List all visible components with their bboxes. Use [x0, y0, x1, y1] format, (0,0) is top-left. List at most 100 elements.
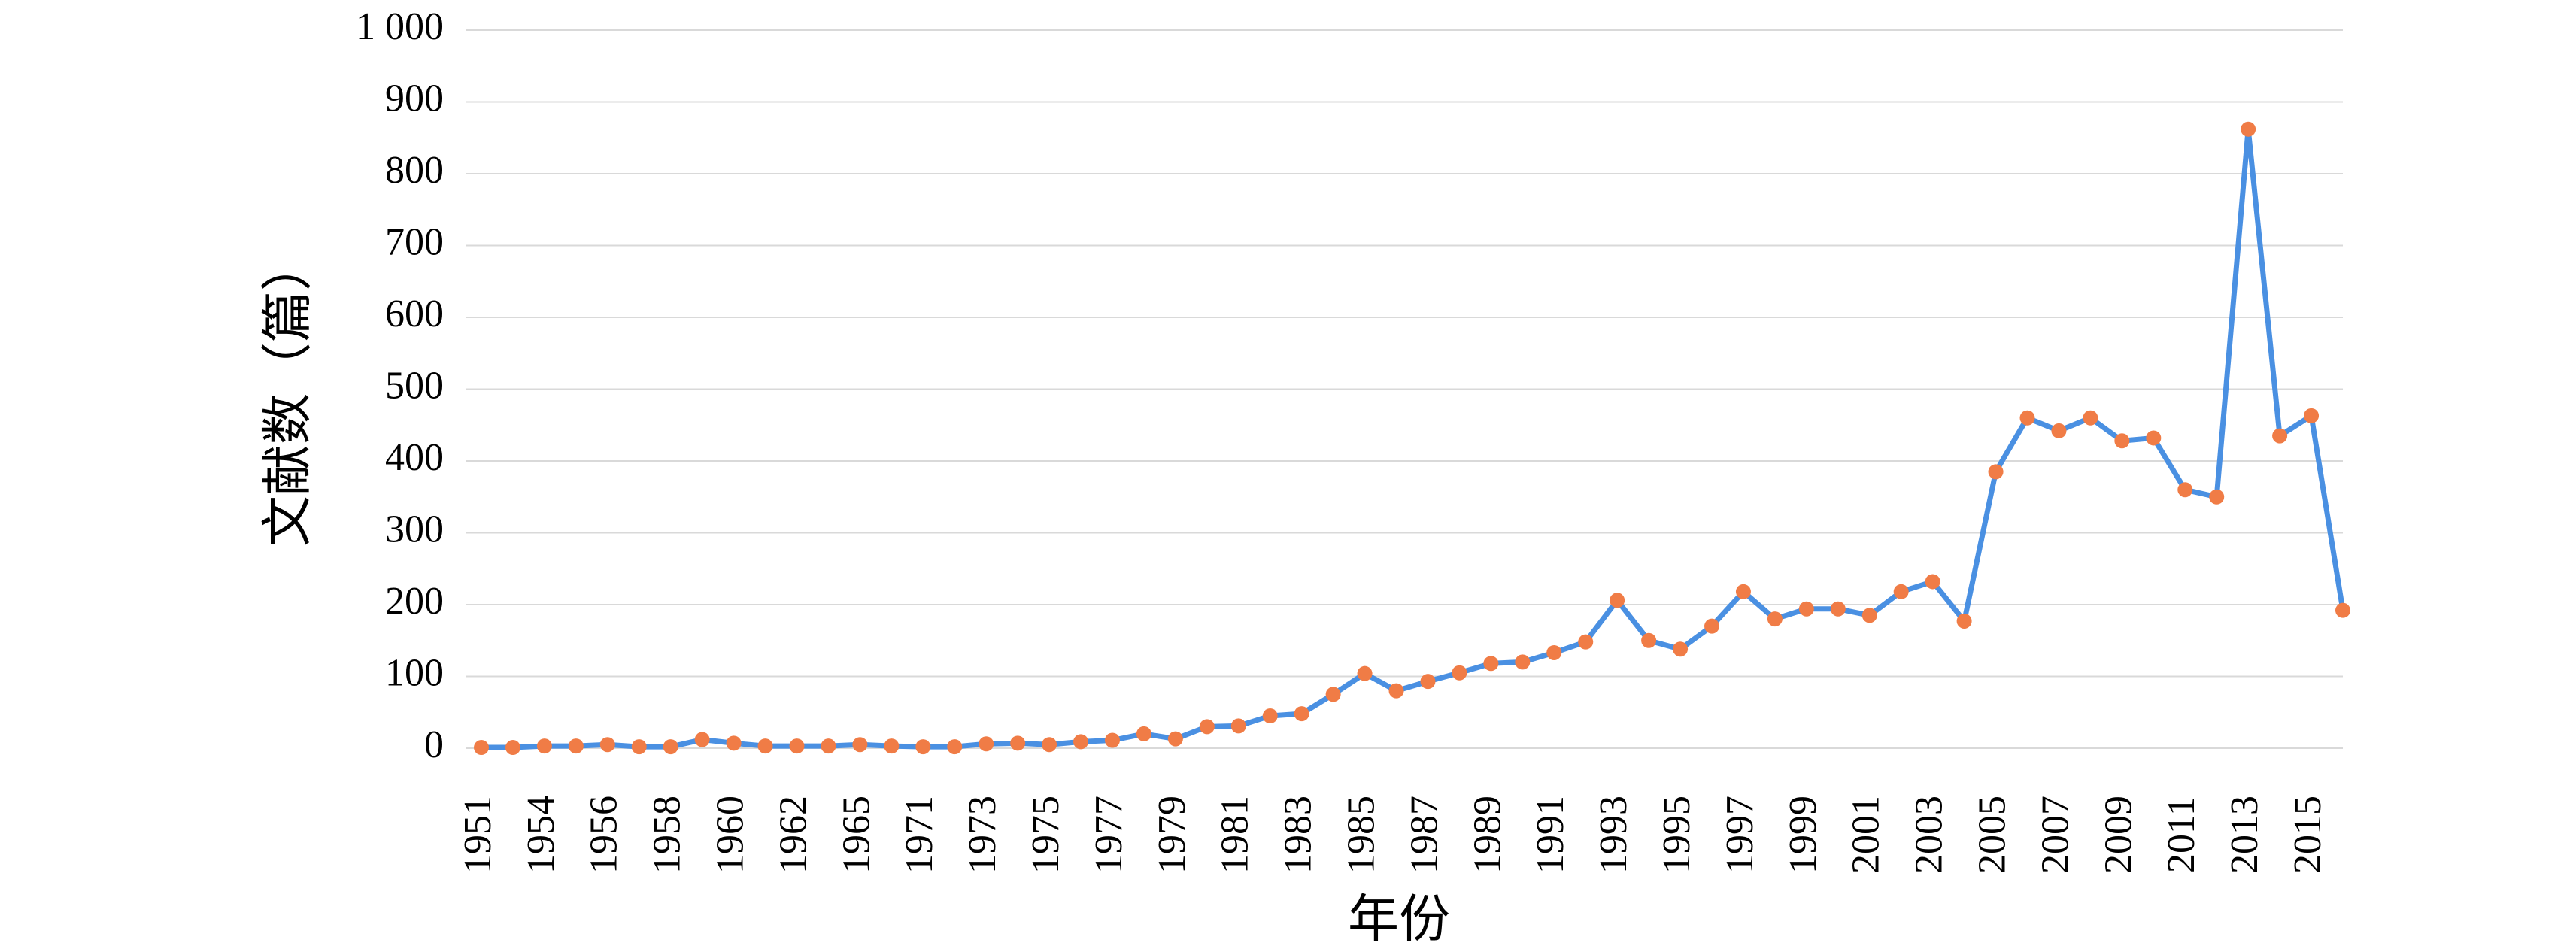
- x-tick-label: 2001: [1845, 796, 1888, 874]
- x-tick-label: 1960: [709, 796, 752, 874]
- data-point: [947, 739, 963, 755]
- y-tick-label: 100: [385, 651, 444, 694]
- x-tick-label: 1954: [520, 796, 563, 874]
- data-point: [1798, 601, 1814, 617]
- x-tick-label: 1999: [1782, 796, 1825, 874]
- data-point: [821, 738, 836, 754]
- data-point: [1010, 735, 1026, 751]
- data-point: [568, 738, 584, 754]
- x-tick-label: 2007: [2034, 796, 2077, 874]
- data-point: [694, 732, 710, 747]
- data-point: [599, 737, 615, 753]
- data-point: [1610, 593, 1625, 608]
- y-tick-label: 0: [424, 723, 444, 766]
- y-axis-tick-labels: 0 100 200 300 400 500 600 700 800 900 1 000: [356, 5, 444, 766]
- gridlines: [466, 29, 2343, 749]
- data-point: [1515, 654, 1531, 670]
- data-point: [1673, 641, 1689, 657]
- data-point: [2019, 410, 2035, 426]
- y-tick-label: 300: [385, 508, 444, 550]
- x-tick-label: 1995: [1655, 796, 1698, 874]
- data-point: [536, 738, 552, 754]
- x-tick-label: 1997: [1719, 796, 1761, 874]
- y-tick-label: 500: [385, 364, 444, 407]
- data-point: [1294, 706, 1309, 722]
- x-tick-label: 1985: [1340, 796, 1383, 874]
- data-point: [1641, 632, 1657, 648]
- data-point: [1073, 734, 1089, 750]
- x-axis-tick-labels: 1951 1954 1956 1958 1960 1962 1965 1971 1973 1975…: [457, 796, 2329, 874]
- data-point: [1546, 644, 1562, 660]
- data-point: [1861, 608, 1877, 623]
- data-point: [1357, 665, 1373, 681]
- data-point: [1104, 732, 1120, 748]
- data-point: [631, 739, 647, 755]
- x-tick-label: 1973: [961, 796, 1004, 874]
- x-tick-label: 1979: [1151, 796, 1194, 874]
- x-tick-label: 1962: [772, 796, 815, 874]
- data-point: [1893, 584, 1909, 599]
- data-point: [2051, 423, 2067, 438]
- x-tick-label: 1956: [583, 796, 626, 874]
- x-tick-label: 2009: [2097, 796, 2140, 874]
- data-point: [915, 739, 931, 755]
- data-point: [1262, 708, 1278, 724]
- x-tick-label: 1971: [898, 796, 941, 874]
- x-tick-label: 1958: [646, 796, 689, 874]
- data-point: [474, 740, 489, 756]
- data-point: [1167, 731, 1183, 747]
- data-point: [979, 736, 994, 752]
- x-tick-label: 1989: [1466, 796, 1509, 874]
- data-point: [789, 738, 805, 754]
- x-tick-label: 2013: [2223, 796, 2266, 874]
- data-point: [884, 738, 900, 754]
- y-tick-label: 800: [385, 149, 444, 192]
- x-tick-label: 1965: [835, 796, 878, 874]
- data-point-markers: [474, 121, 2350, 756]
- x-tick-label: 2015: [2286, 796, 2329, 874]
- x-tick-label: 1981: [1214, 796, 1257, 874]
- x-tick-label: 2005: [1971, 796, 2013, 874]
- x-tick-label: 1951: [457, 796, 499, 874]
- y-tick-label: 200: [385, 580, 444, 623]
- data-point: [1483, 656, 1499, 672]
- x-tick-label: 1987: [1403, 796, 1446, 874]
- x-axis-title: 年份: [1348, 891, 1450, 948]
- data-point: [1956, 613, 1972, 629]
- data-point: [2083, 410, 2098, 426]
- data-point: [663, 739, 678, 755]
- data-point: [726, 735, 742, 751]
- data-point: [2177, 482, 2193, 498]
- data-point: [2241, 121, 2256, 137]
- data-point: [2335, 602, 2350, 618]
- x-tick-label: 1991: [1529, 796, 1572, 874]
- data-point: [1735, 584, 1751, 599]
- data-point: [1578, 634, 1594, 650]
- y-tick-label: 900: [385, 77, 444, 120]
- y-tick-label: 1 000: [356, 5, 444, 48]
- data-point: [2209, 489, 2225, 505]
- data-point: [2146, 430, 2162, 446]
- data-point: [2304, 408, 2320, 423]
- y-tick-label: 400: [385, 436, 444, 479]
- data-point: [852, 737, 868, 753]
- x-tick-label: 1977: [1088, 796, 1130, 874]
- data-point: [1230, 718, 1246, 734]
- x-tick-label: 1983: [1277, 796, 1320, 874]
- data-point: [1136, 726, 1151, 741]
- data-point: [1325, 687, 1341, 702]
- data-point: [1420, 674, 1436, 690]
- data-point: [1988, 464, 2004, 480]
- y-tick-label: 700: [385, 220, 444, 263]
- x-tick-label: 2011: [2160, 796, 2203, 873]
- data-point: [2114, 433, 2130, 449]
- data-point: [757, 738, 773, 754]
- data-point: [1452, 665, 1467, 681]
- data-point: [1925, 574, 1940, 590]
- y-tick-label: 600: [385, 293, 444, 335]
- y-axis-title: 文献数（篇）: [259, 240, 317, 547]
- data-point: [1704, 618, 1720, 634]
- x-tick-label: 1975: [1024, 796, 1067, 874]
